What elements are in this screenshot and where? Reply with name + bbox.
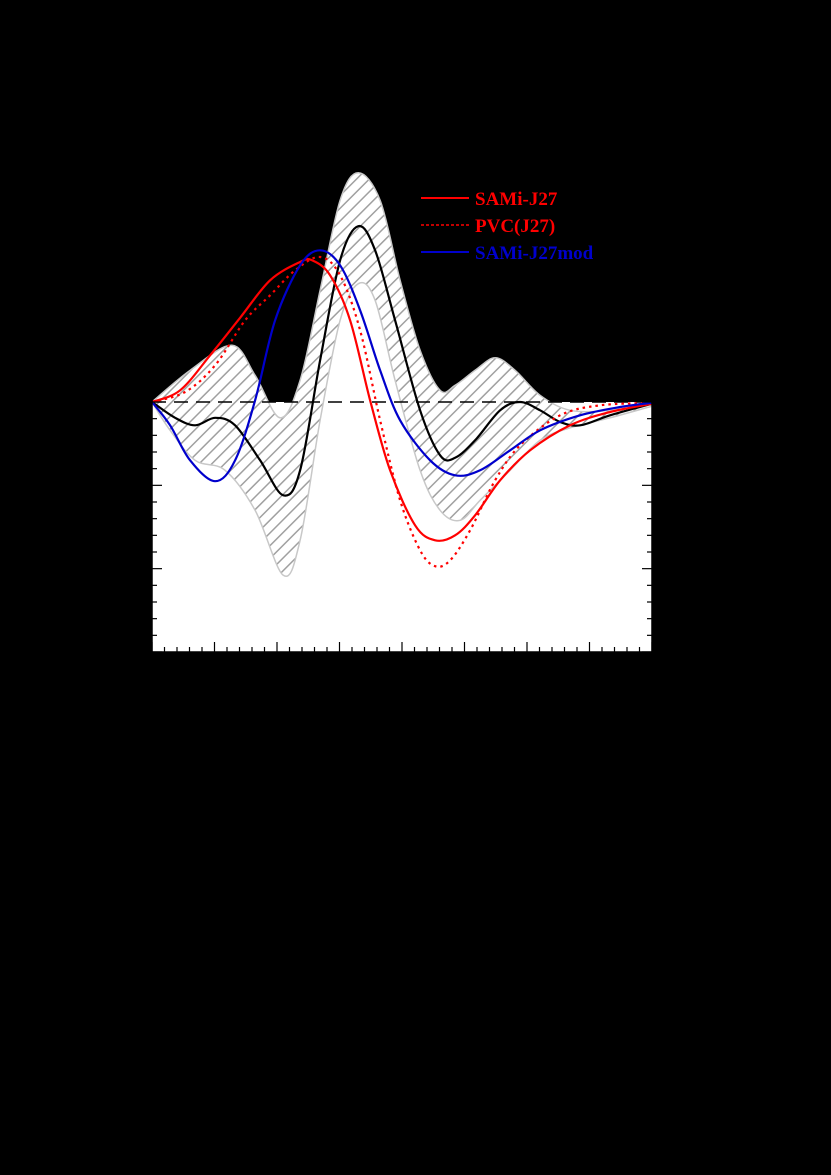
series-sami-j27mod: [152, 249, 652, 483]
legend: SAMi-J27 PVC(J27) SAMi-J27mod: [421, 189, 594, 264]
series-sami-j27: [152, 257, 652, 542]
legend-label: PVC(J27): [475, 216, 555, 237]
axes-frame: [151, 151, 653, 653]
series-pvc-j27-: [152, 255, 652, 568]
series-reference-black-: [152, 225, 652, 497]
uncertainty-band: [152, 172, 652, 652]
legend-label: SAMi-J27: [475, 189, 558, 210]
band-lower-fill: [152, 282, 652, 652]
data-series: [152, 225, 652, 568]
legend-label: SAMi-J27mod: [475, 243, 594, 264]
band-area: [152, 172, 652, 578]
